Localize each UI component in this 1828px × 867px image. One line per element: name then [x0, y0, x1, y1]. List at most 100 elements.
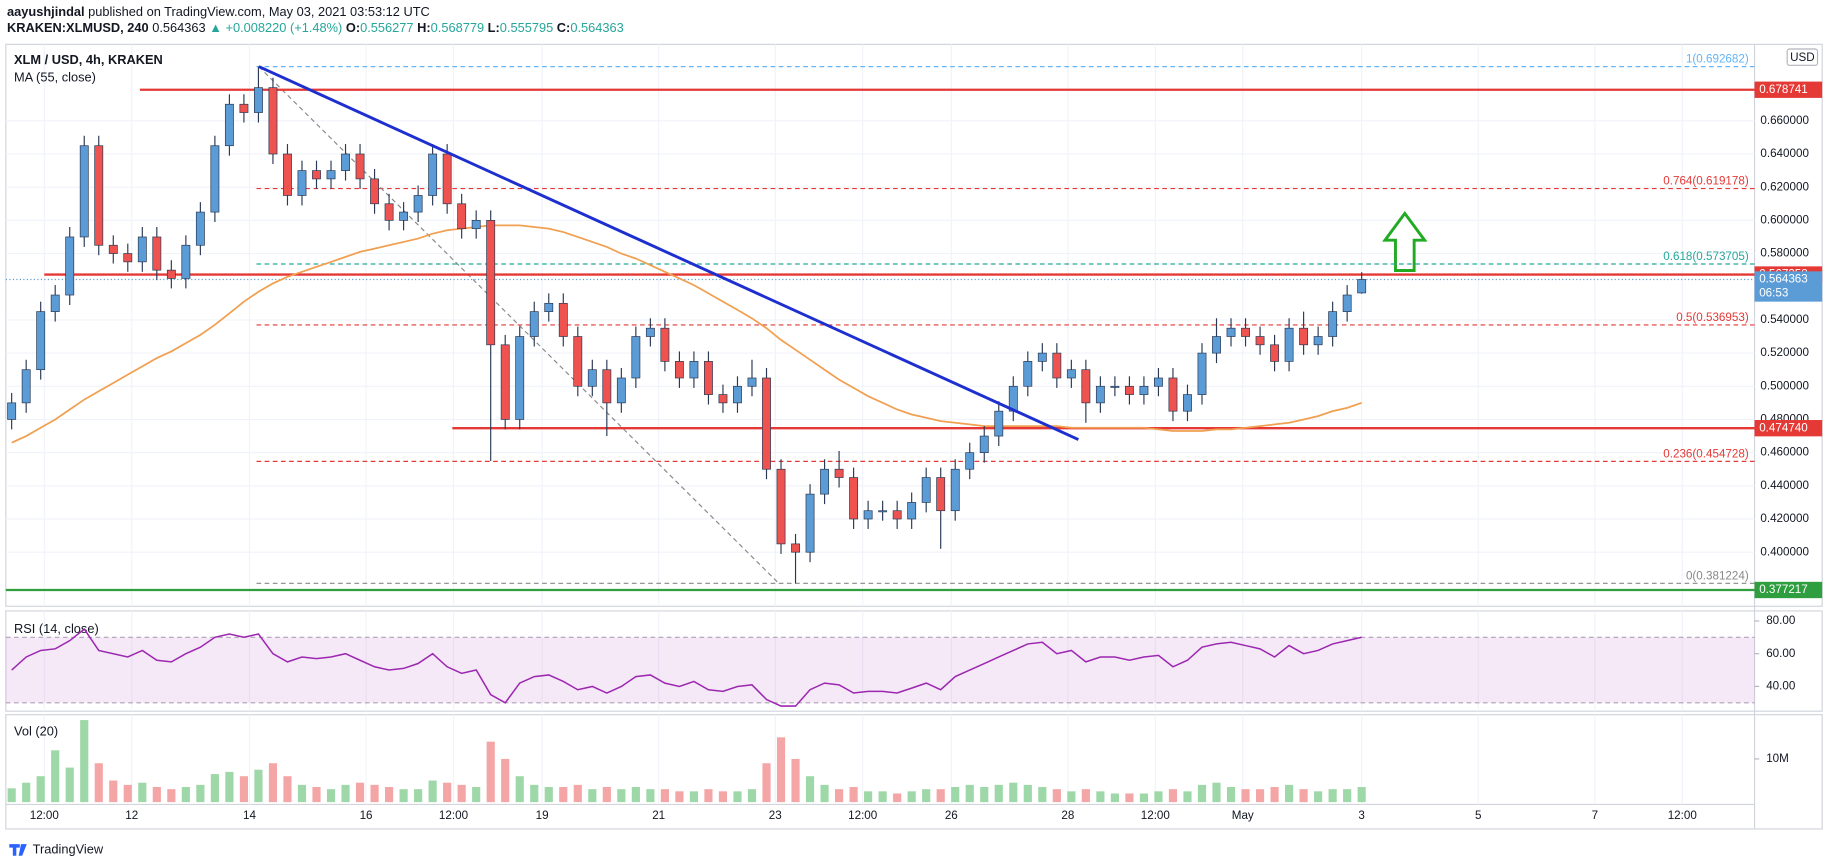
y-tick-label: 0.520000 [1760, 346, 1809, 359]
volume-bar [936, 789, 945, 803]
candle-body [907, 502, 917, 520]
candle-body [558, 302, 568, 337]
candle-body [486, 220, 496, 346]
ohlc-prefix: L: [488, 21, 500, 36]
candle-body [1342, 294, 1352, 312]
y-tick-label: 0.640000 [1760, 147, 1809, 160]
ohlc-prefix: H: [417, 21, 431, 36]
candle-body [268, 87, 278, 155]
candle-body [500, 344, 510, 420]
candle-body [820, 468, 830, 495]
level-badge [1754, 81, 1823, 98]
candle-body [805, 493, 815, 553]
last-price: 0.564363 [152, 21, 205, 36]
candle-body [791, 543, 800, 553]
volume-bar [123, 784, 132, 803]
volume-bar [704, 789, 713, 803]
volume-bar [1299, 789, 1308, 803]
published: published on TradingView.com, May 03, 20… [88, 4, 430, 19]
candle-body [834, 468, 844, 478]
candle-body [878, 510, 888, 513]
volume-bar [1023, 784, 1032, 803]
volume-bar [501, 758, 510, 803]
header-line: aayushjindal published on TradingView.co… [7, 4, 430, 19]
volume-bar [530, 784, 539, 803]
ohlc-prefix: O: [346, 21, 360, 36]
author: aayushjindal [7, 4, 85, 19]
volume-bar [210, 774, 219, 803]
y-tick-label: 0.460000 [1760, 446, 1809, 459]
candle-body [965, 452, 975, 470]
candle-body [660, 327, 670, 362]
level-badge-label: 0.377217 [1759, 583, 1808, 596]
rsi-pane [5, 610, 1823, 712]
candle-body [370, 178, 379, 205]
candle-body [1328, 311, 1338, 337]
volume-bar [631, 787, 640, 803]
volume-bar [849, 787, 858, 803]
volume-bar [660, 789, 669, 803]
volume-bar [1357, 787, 1366, 803]
candle-body [1023, 361, 1033, 387]
ohlc-value: 0.555795 [500, 21, 553, 36]
volume-bar [385, 787, 394, 803]
candle-body [1357, 279, 1367, 294]
candle-body [1226, 327, 1236, 337]
candle-body [384, 203, 394, 221]
price-badge [1754, 271, 1823, 302]
y-tick-label: 0.540000 [1760, 313, 1809, 326]
candle-body [239, 103, 249, 113]
volume-pane [5, 714, 1823, 830]
x-tick-label: 12:00 [30, 809, 60, 822]
candle-body [1313, 336, 1323, 346]
x-tick-label: 16 [360, 809, 373, 822]
candle-body [21, 369, 31, 404]
volume-bar [559, 787, 568, 803]
candle-body [529, 311, 539, 337]
volume-bar [486, 741, 495, 803]
x-tick-label: 5 [1475, 809, 1481, 822]
candle-body [645, 327, 655, 337]
currency-box[interactable] [1786, 48, 1819, 66]
candle-body [994, 410, 1004, 437]
volume-legend: Vol (20) [14, 724, 58, 739]
candle-body [747, 377, 757, 387]
level-badge-label: 0.474740 [1759, 421, 1808, 434]
fib-label: 0.236(0.454728) [1663, 447, 1749, 460]
volume-bar [1255, 789, 1265, 803]
level-badge-label: 0.678741 [1759, 83, 1808, 96]
volume-bar [326, 789, 336, 803]
price-badge-label: 0.564363 [1759, 273, 1808, 286]
currency: USD [1790, 51, 1815, 64]
volume-bar [878, 791, 887, 803]
symbol-line: KRAKEN:XLMUSD, 240 0.564363 ▲ +0.008220 … [7, 21, 624, 36]
volume-bar [22, 782, 31, 803]
x-tick-label: 12:00 [1141, 809, 1171, 822]
x-tick-label: 28 [1061, 809, 1074, 822]
volume-bar [791, 758, 800, 803]
volume-bar [994, 784, 1003, 803]
fib-label: 0(0.381224) [1686, 569, 1749, 582]
volume-bar [1009, 782, 1018, 803]
volume-bar [1343, 789, 1352, 803]
fib-label: 0.618(0.573705) [1663, 250, 1749, 263]
volume-bar [573, 784, 582, 803]
volume-bar [515, 776, 524, 803]
x-tick-label: 7 [1592, 809, 1598, 822]
candle-body [587, 369, 597, 387]
candle-body [355, 153, 365, 180]
volume-bar [1038, 787, 1047, 803]
candle-body [36, 311, 46, 371]
volume-bar [689, 791, 699, 803]
volume-bar [80, 720, 89, 803]
volume-bar [1270, 787, 1279, 803]
ohlc-value: 0.564363 [570, 21, 623, 36]
candle-body [733, 385, 742, 404]
volume-bar [762, 763, 771, 803]
volume-bar [1314, 791, 1323, 803]
candle-body [50, 294, 60, 312]
chart-title: XLM / USD, 4h, KRAKEN [14, 52, 163, 67]
candle-body [1299, 327, 1309, 346]
volume-bar [167, 789, 176, 803]
volume-bar [428, 780, 437, 803]
